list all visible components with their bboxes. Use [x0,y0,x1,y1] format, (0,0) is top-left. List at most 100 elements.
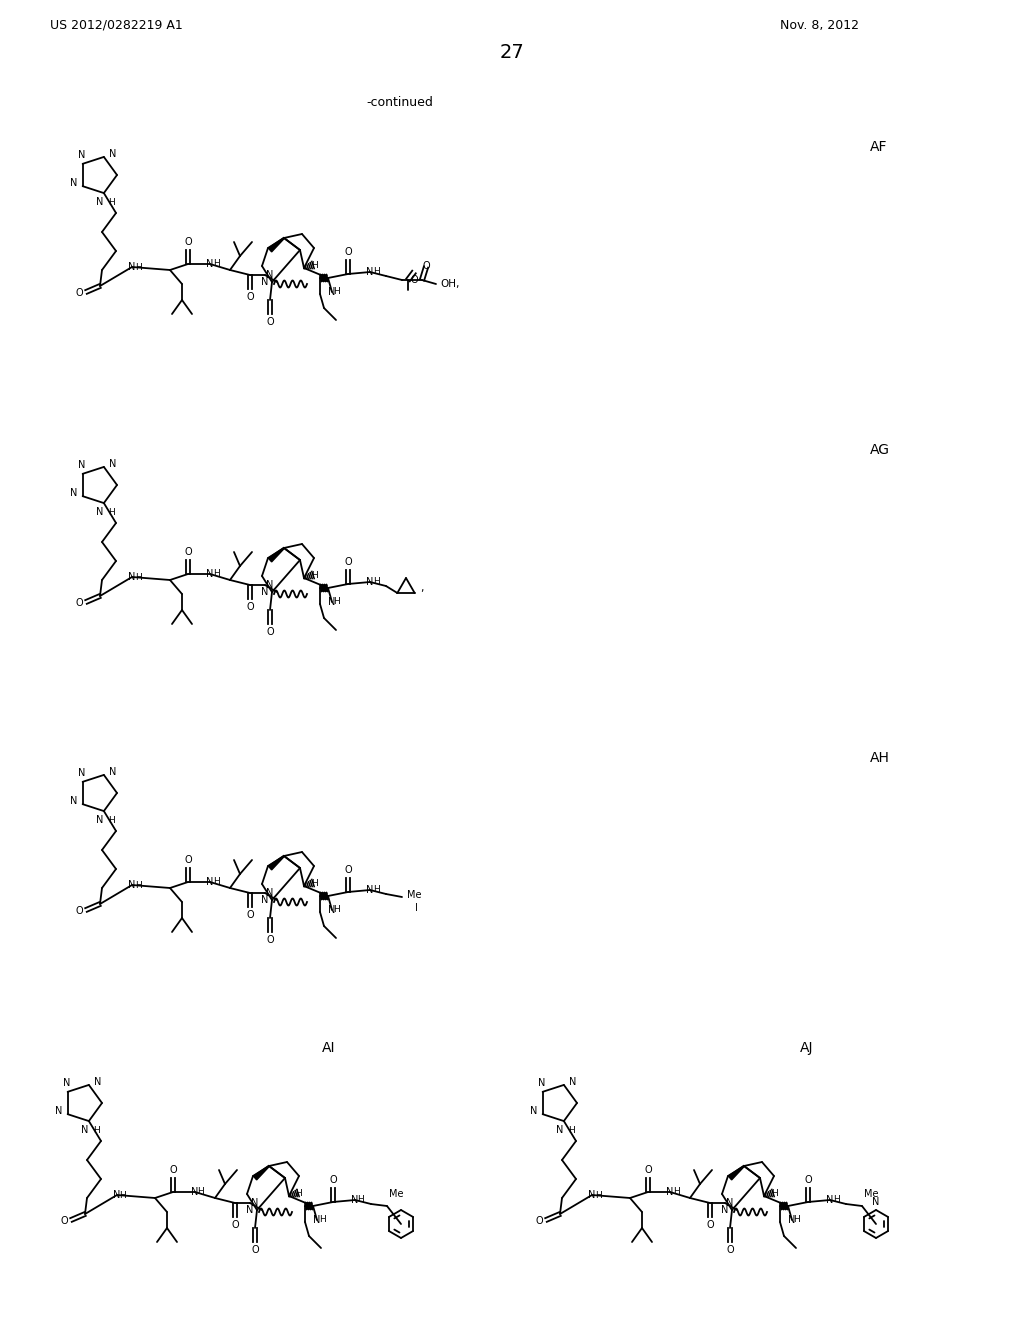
Text: AJ: AJ [800,1041,813,1055]
Text: H: H [334,288,340,297]
Text: O: O [726,1245,734,1255]
Text: N: N [351,1195,358,1205]
Text: N: N [872,1197,880,1206]
Text: AH: AH [870,751,890,766]
Text: N: N [261,895,268,906]
Text: N: N [329,286,336,297]
Text: N: N [667,1187,674,1197]
Text: N: N [329,906,336,915]
Text: O: O [266,935,273,945]
Text: O: O [422,261,430,271]
Text: H: H [109,816,116,825]
Text: H: H [134,573,141,582]
Text: N: N [78,768,85,777]
Text: O: O [536,1216,543,1226]
Text: N: N [206,259,214,269]
Text: O: O [329,1175,337,1185]
Text: N: N [70,796,78,807]
Text: H: H [373,578,379,586]
Text: OH,: OH, [440,279,460,289]
Text: N: N [538,1078,546,1088]
Text: N: N [266,888,273,898]
Text: N: N [128,261,136,272]
Text: AI: AI [322,1041,336,1055]
Text: N: N [726,1199,733,1208]
Text: H: H [568,1126,575,1135]
Text: N: N [62,1078,71,1088]
Text: N: N [78,150,85,160]
Text: N: N [569,1077,577,1086]
Text: N: N [261,587,268,597]
Text: H: H [833,1196,840,1204]
Text: N: N [826,1195,834,1205]
Text: N: N [367,577,374,587]
Text: N: N [78,459,85,470]
Text: O: O [231,1220,239,1230]
Text: O: O [246,909,254,920]
Text: O: O [411,275,418,285]
Text: H: H [310,570,317,579]
Text: O: O [75,288,83,298]
Polygon shape [268,548,285,562]
Text: H: H [213,878,219,887]
Text: O: O [184,546,191,557]
Text: I: I [415,903,418,913]
Text: H: H [334,906,340,915]
Text: H: H [334,598,340,606]
Text: N: N [266,271,273,280]
Text: N: N [530,1106,538,1117]
Text: O: O [344,557,352,568]
Text: N: N [114,1191,121,1200]
Text: H: H [673,1188,679,1196]
Text: O: O [60,1216,68,1226]
Text: N: N [96,507,103,517]
Text: N: N [96,814,103,825]
Text: N: N [206,876,214,887]
Text: H: H [357,1196,365,1204]
Text: H: H [318,1216,326,1225]
Text: H: H [213,260,219,268]
Text: Me: Me [864,1189,879,1199]
Text: O: O [184,238,191,247]
Text: O: O [184,855,191,865]
Text: N: N [721,1205,729,1214]
Polygon shape [268,855,285,870]
Text: N: N [110,767,117,777]
Text: N: N [556,1125,563,1135]
Text: N: N [313,1214,321,1225]
Text: H: H [93,1126,100,1135]
Text: Me: Me [407,890,421,900]
Text: O: O [246,292,254,302]
Text: N: N [128,572,136,582]
Text: N: N [94,1077,101,1086]
Text: H: H [595,1191,601,1200]
Text: N: N [788,1214,796,1225]
Text: N: N [206,569,214,579]
Text: O: O [246,602,254,612]
Text: N: N [55,1106,62,1117]
Text: H: H [109,508,116,516]
Text: O: O [707,1220,714,1230]
Text: H: H [373,886,379,895]
Text: O: O [75,598,83,609]
Text: O: O [169,1166,177,1175]
Text: 27: 27 [500,42,524,62]
Text: Me: Me [389,1189,403,1199]
Text: N: N [247,1205,254,1214]
Text: H: H [310,260,317,269]
Text: H: H [198,1188,205,1196]
Text: N: N [81,1125,88,1135]
Text: H: H [373,268,379,276]
Text: N: N [251,1199,259,1208]
Text: US 2012/0282219 A1: US 2012/0282219 A1 [50,18,182,32]
Text: N: N [110,149,117,158]
Text: N: N [70,488,78,498]
Text: H: H [109,198,116,206]
Text: H: H [120,1191,126,1200]
Text: N: N [96,197,103,207]
Polygon shape [728,1166,744,1180]
Text: H: H [296,1188,302,1197]
Text: N: N [329,597,336,607]
Text: N: N [191,1187,199,1197]
Text: N: N [367,267,374,277]
